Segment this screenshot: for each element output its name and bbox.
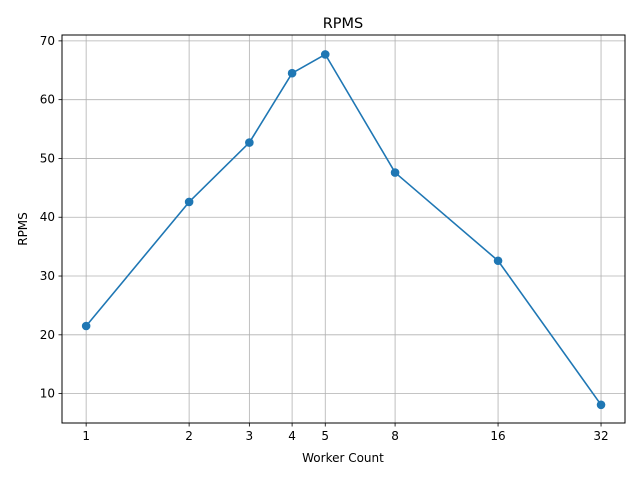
y-tick-label: 60 — [40, 93, 55, 107]
y-axis-ticks: 10 20 30 40 50 60 70 — [40, 34, 62, 401]
plot-frame — [61, 34, 626, 424]
grid-lines — [62, 35, 625, 423]
x-axis-label: Worker Count — [302, 451, 384, 465]
x-tick-label: 8 — [391, 429, 399, 443]
y-tick-label: 30 — [40, 269, 55, 283]
x-tick-label: 4 — [288, 429, 296, 443]
x-axis-ticks: 1 2 3 4 5 8 16 32 — [82, 423, 609, 443]
y-tick-label: 10 — [40, 387, 55, 401]
series-layer — [81, 50, 606, 410]
data-point — [493, 256, 503, 266]
y-tick-label: 70 — [40, 34, 55, 48]
x-tick-label: 2 — [185, 429, 193, 443]
y-tick-label: 50 — [40, 151, 55, 165]
data-point — [596, 400, 606, 410]
x-tick-label: 1 — [82, 429, 90, 443]
x-tick-label: 32 — [593, 429, 608, 443]
x-tick-label: 16 — [490, 429, 505, 443]
data-point — [320, 50, 330, 59]
series-line — [85, 53, 602, 406]
y-axis-label: RPMS — [16, 212, 30, 246]
y-tick-label: 20 — [40, 328, 55, 342]
y-tick-label: 40 — [40, 210, 55, 224]
data-point — [184, 197, 194, 207]
data-point — [245, 138, 254, 147]
data-point — [390, 168, 400, 177]
data-point — [81, 321, 91, 331]
x-tick-label: 3 — [246, 429, 254, 443]
data-point — [287, 68, 297, 78]
x-tick-label: 5 — [321, 429, 329, 443]
chart-title: RPMS — [323, 16, 364, 32]
